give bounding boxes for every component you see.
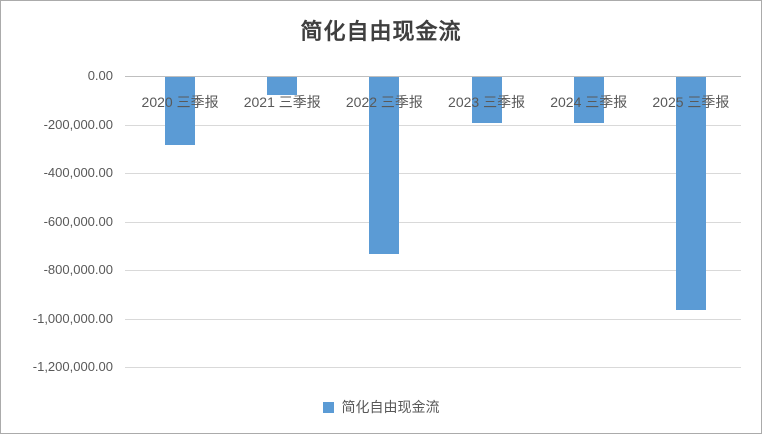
x-axis-category-label: 2025 三季报 — [652, 94, 730, 110]
y-axis-tick-label: -600,000.00 — [43, 213, 113, 229]
y-axis-tick-label: -200,000.00 — [43, 116, 113, 132]
gridline — [125, 367, 741, 368]
y-axis-tick-label: -1,200,000.00 — [32, 359, 113, 374]
gridline — [125, 270, 741, 271]
legend-swatch-icon — [322, 401, 334, 413]
gridline — [125, 173, 741, 174]
x-axis-category-label: 2022 三季报 — [345, 94, 423, 110]
x-axis-category-label: 2023 三季报 — [448, 94, 526, 110]
gridline — [125, 221, 741, 223]
bar-2020-三季报 — [165, 77, 196, 145]
x-axis-category-label: 2021 三季报 — [243, 94, 321, 110]
gridline — [125, 124, 741, 126]
x-axis-category-label: 2020 三季报 — [141, 94, 219, 110]
x-axis-line — [125, 76, 741, 77]
x-axis-category-label: 2024 三季报 — [550, 94, 628, 110]
bar-2022-三季报 — [369, 77, 400, 255]
legend: 简化自由现金流 — [1, 397, 761, 417]
y-axis-tick-label: -800,000.00 — [43, 262, 113, 277]
y-axis-tick-label: 0.00 — [87, 68, 113, 83]
gridline — [125, 318, 741, 320]
bar-2024-三季报 — [573, 77, 604, 123]
legend-label: 简化自由现金流 — [341, 399, 440, 415]
bar-2021-三季报 — [267, 77, 298, 95]
y-axis-tick-label: -1,000,000.00 — [32, 310, 113, 326]
y-axis-tick-label: -400,000.00 — [43, 165, 113, 180]
bar-2025-三季报 — [675, 77, 706, 310]
chart-title: 简化自由现金流 — [300, 19, 462, 44]
bar-2023-三季报 — [471, 77, 502, 123]
